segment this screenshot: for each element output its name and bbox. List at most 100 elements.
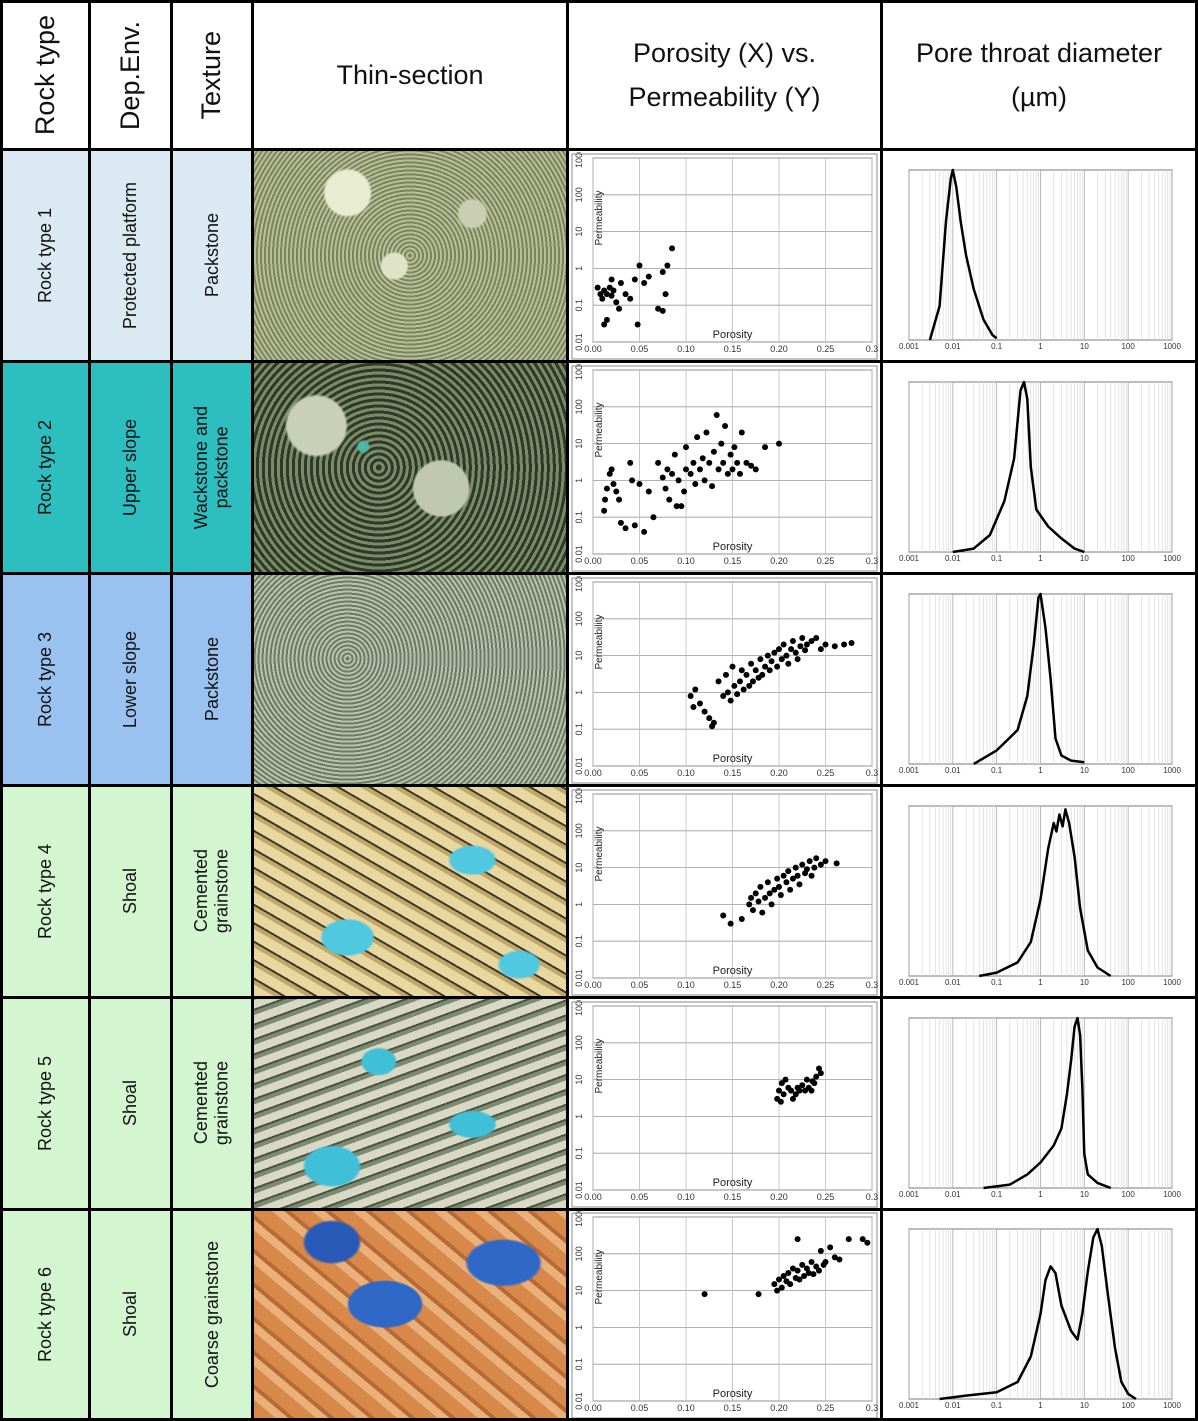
data-point	[753, 890, 759, 896]
x-tick-label: 100	[1121, 1401, 1135, 1410]
data-point	[618, 280, 624, 286]
body-cell: Coarse grainstone	[173, 1211, 254, 1421]
chart: 0.010.111010010000.000.050.100.150.200.2…	[569, 364, 880, 572]
x-tick-label: 0.1	[991, 342, 1003, 351]
data-point	[834, 860, 840, 866]
x-tick-label: 0.01	[945, 1401, 961, 1410]
data-point	[646, 273, 652, 279]
cell-text: Rock type 1	[35, 208, 56, 303]
chart: 0.010.111010010000.000.050.100.150.200.2…	[569, 1000, 880, 1208]
x-tick-label: 10	[1079, 766, 1088, 775]
data-point	[616, 305, 622, 311]
chart-cell: 0.010.111010010000.000.050.100.150.200.2…	[569, 575, 883, 787]
y-tick-label: 0.1	[574, 1357, 584, 1370]
data-point	[795, 656, 801, 662]
data-point	[663, 485, 669, 491]
data-point	[818, 646, 824, 652]
chart-cell: 0.010.111010010000.000.050.100.150.200.2…	[569, 999, 883, 1211]
data-point	[787, 886, 793, 892]
x-tick-label: 0.1	[991, 1190, 1003, 1199]
x-tick-label: 0.25	[817, 344, 835, 354]
data-point	[697, 466, 703, 472]
body-cell: Packstone	[173, 575, 254, 787]
data-point	[811, 864, 817, 870]
data-point	[818, 1070, 824, 1076]
data-point	[823, 641, 829, 647]
chart: 0.0010.010.11101001000	[884, 1000, 1195, 1208]
data-point	[731, 444, 737, 450]
thin-section-cell	[254, 999, 569, 1211]
x-tick-label: 10	[1079, 342, 1088, 351]
data-point	[694, 434, 700, 440]
y-tick-label: 0.01	[574, 545, 584, 563]
data-point	[623, 525, 629, 531]
x-tick-label: 10	[1079, 1190, 1088, 1199]
y-tick-label: 1	[574, 1113, 584, 1118]
y-tick-label: 0.1	[574, 722, 584, 735]
data-point	[774, 875, 780, 881]
data-point	[720, 912, 726, 918]
data-point	[641, 528, 647, 534]
data-point	[799, 1082, 805, 1088]
data-point	[787, 1281, 793, 1287]
thin-section-cell	[254, 787, 569, 999]
x-tick-label: 0.3	[866, 980, 879, 990]
data-point	[595, 284, 601, 290]
header-cell: Pore throat diameter (µm)	[883, 3, 1198, 151]
body-cell: Rock type 1	[3, 151, 91, 363]
data-point	[655, 459, 661, 465]
x-tick-label: 0.3	[866, 768, 879, 778]
x-tick-label: 0.00	[584, 1192, 602, 1202]
data-point	[660, 268, 666, 274]
body-cell: Protected platform	[91, 151, 173, 363]
data-point	[832, 643, 838, 649]
y-tick-label: 100	[574, 611, 584, 626]
data-point	[779, 1284, 785, 1290]
data-point	[618, 519, 624, 525]
data-point	[809, 1087, 815, 1093]
x-tick-label: 0.1	[991, 1401, 1003, 1410]
data-point	[767, 667, 773, 673]
data-point	[750, 907, 756, 913]
data-point	[669, 245, 675, 251]
data-point	[769, 901, 775, 907]
data-point	[706, 459, 712, 465]
x-tick-label: 0.05	[631, 1192, 649, 1202]
x-tick-label: 10	[1079, 554, 1088, 563]
data-point	[795, 1236, 801, 1242]
x-tick-label: 0.20	[770, 980, 788, 990]
data-point	[813, 635, 819, 641]
data-point	[827, 1244, 833, 1250]
y-tick-label: 0.01	[574, 333, 584, 351]
cell-text: Upper slope	[120, 419, 141, 516]
x-tick-label: 0.15	[724, 344, 742, 354]
y-tick-label: 0.01	[574, 969, 584, 987]
cell-text: Rock type 2	[35, 420, 56, 515]
cell-text: Packstone	[202, 213, 223, 297]
data-point	[663, 291, 669, 297]
x-tick-label: 0.25	[817, 1192, 835, 1202]
rock-type-table: Rock typeDep.Env.TextureThin-sectionPoro…	[0, 0, 1198, 1421]
data-point	[681, 488, 687, 494]
data-point	[734, 691, 740, 697]
data-point	[688, 470, 694, 476]
y-tick-label: 10	[574, 650, 584, 660]
x-tick-label: 0.1	[991, 978, 1003, 987]
header-text: Texture	[190, 31, 233, 120]
data-point	[809, 1078, 815, 1084]
data-point	[799, 861, 805, 867]
y-tick-label: 1000	[574, 1211, 584, 1227]
y-tick-label: 1	[574, 265, 584, 270]
x-tick-label: 100	[1121, 766, 1135, 775]
y-tick-label: 0.01	[574, 1181, 584, 1199]
data-point	[646, 488, 652, 494]
data-point	[743, 671, 749, 677]
body-cell: Rock type 3	[3, 575, 91, 787]
cell-text: Rock type 4	[35, 844, 56, 939]
data-point	[746, 901, 752, 907]
data-point	[762, 444, 768, 450]
data-point	[703, 429, 709, 435]
